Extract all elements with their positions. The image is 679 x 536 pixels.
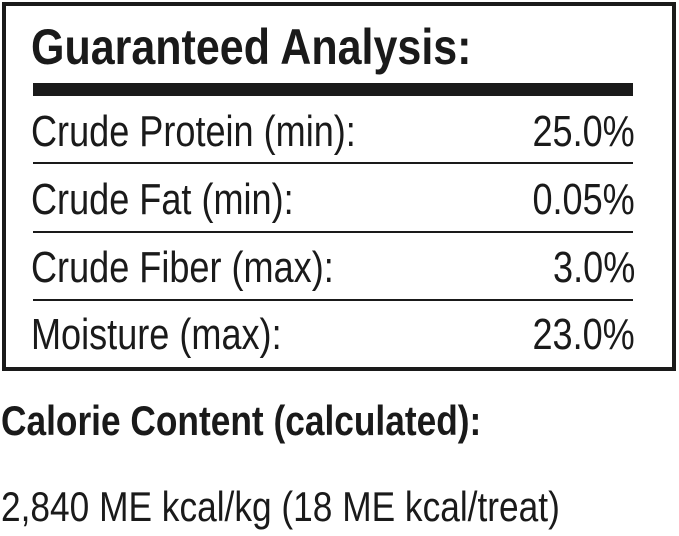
row-divider <box>33 299 633 301</box>
row-label-protein: Crude Protein (min): <box>31 107 356 156</box>
row-value-fat: 0.05% <box>532 175 635 224</box>
row-value-moisture: 23.0% <box>532 310 635 359</box>
guaranteed-analysis-box <box>2 2 676 371</box>
row-value-protein: 25.0% <box>532 107 635 156</box>
row-divider <box>33 231 633 233</box>
title-divider <box>33 83 633 96</box>
row-value-fiber: 3.0% <box>552 243 635 292</box>
row-label-moisture: Moisture (max): <box>31 310 282 359</box>
calorie-heading: Calorie Content (calculated): <box>1 397 482 444</box>
calorie-value: 2,840 ME kcal/kg (18 ME kcal/treat) <box>1 483 560 530</box>
row-divider <box>33 162 633 164</box>
row-label-fat: Crude Fat (min): <box>31 175 294 224</box>
analysis-title: Guaranteed Analysis: <box>31 19 472 75</box>
row-label-fiber: Crude Fiber (max): <box>31 243 334 292</box>
